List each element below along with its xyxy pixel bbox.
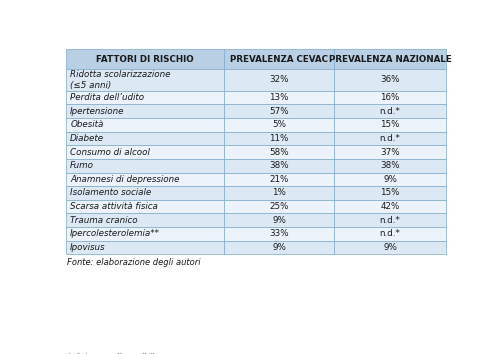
Bar [334,172,446,186]
Text: * dato non disponibile: * dato non disponibile [67,353,160,354]
Bar [66,69,224,91]
Text: PREVALENZA CEVAC: PREVALENZA CEVAC [230,55,328,64]
Text: 33%: 33% [269,229,289,238]
Text: 15%: 15% [380,120,400,129]
Bar [224,145,334,159]
Bar [66,145,224,159]
Bar [334,69,446,91]
Text: Perdita dell’udito: Perdita dell’udito [70,93,144,102]
Bar [66,186,224,200]
Bar [66,200,224,213]
Bar [66,91,224,104]
Bar [224,241,334,254]
Bar [224,172,334,186]
Text: 9%: 9% [272,243,286,252]
Bar [66,132,224,145]
Bar [334,186,446,200]
Text: Ridotta scolarizzazione
(≤5 anni): Ridotta scolarizzazione (≤5 anni) [70,70,171,90]
Text: n.d.*: n.d.* [380,134,400,143]
Text: 37%: 37% [380,148,400,156]
Text: Diabete: Diabete [70,134,104,143]
Bar [224,91,334,104]
Bar [334,118,446,132]
Text: Ipovisus: Ipovisus [70,243,106,252]
Bar [334,200,446,213]
Bar [224,159,334,172]
Bar [224,104,334,118]
Text: 21%: 21% [270,175,288,184]
Text: FATTORI DI RISCHIO: FATTORI DI RISCHIO [96,55,194,64]
Text: 9%: 9% [383,243,397,252]
Text: 16%: 16% [380,93,400,102]
Text: 38%: 38% [380,161,400,170]
Text: Fonte: elaborazione degli autori: Fonte: elaborazione degli autori [67,258,201,267]
Text: Anamnesi di depressione: Anamnesi di depressione [70,175,180,184]
Text: Trauma cranico: Trauma cranico [70,216,138,225]
Text: 1%: 1% [272,188,286,198]
Bar [224,227,334,241]
Bar [224,213,334,227]
Text: PREVALENZA NAZIONALE: PREVALENZA NAZIONALE [328,55,452,64]
Text: 5%: 5% [272,120,286,129]
Bar [66,159,224,172]
Bar [224,200,334,213]
Bar [334,104,446,118]
Text: 38%: 38% [269,161,289,170]
Text: Obesità: Obesità [70,120,103,129]
Bar [224,186,334,200]
Text: 11%: 11% [270,134,288,143]
Bar [66,241,224,254]
Text: 15%: 15% [380,188,400,198]
Text: 25%: 25% [270,202,289,211]
Text: 42%: 42% [380,202,400,211]
Text: n.d.*: n.d.* [380,107,400,116]
Bar [334,241,446,254]
Bar [334,49,446,69]
Text: Isolamento sociale: Isolamento sociale [70,188,152,198]
Bar [66,227,224,241]
Text: 9%: 9% [272,216,286,225]
Bar [334,159,446,172]
Text: Ipertensione: Ipertensione [70,107,125,116]
Text: 57%: 57% [269,107,289,116]
Bar [334,213,446,227]
Text: n.d.*: n.d.* [380,229,400,238]
Text: Scarsa attività fisica: Scarsa attività fisica [70,202,158,211]
Text: 13%: 13% [270,93,289,102]
Bar [334,91,446,104]
Text: n.d.*: n.d.* [380,216,400,225]
Bar [334,132,446,145]
Bar [224,49,334,69]
Bar [66,49,224,69]
Bar [66,213,224,227]
Bar [334,227,446,241]
Bar [334,145,446,159]
Text: 58%: 58% [269,148,289,156]
Bar [66,118,224,132]
Text: Consumo di alcool: Consumo di alcool [70,148,150,156]
Text: 9%: 9% [383,175,397,184]
Bar [224,69,334,91]
Bar [66,104,224,118]
Bar [66,172,224,186]
Text: 36%: 36% [380,75,400,84]
Bar [224,132,334,145]
Text: Ipercolesterolemia**: Ipercolesterolemia** [70,229,160,238]
Text: 32%: 32% [270,75,289,84]
Text: Fumo: Fumo [70,161,94,170]
Bar [224,118,334,132]
